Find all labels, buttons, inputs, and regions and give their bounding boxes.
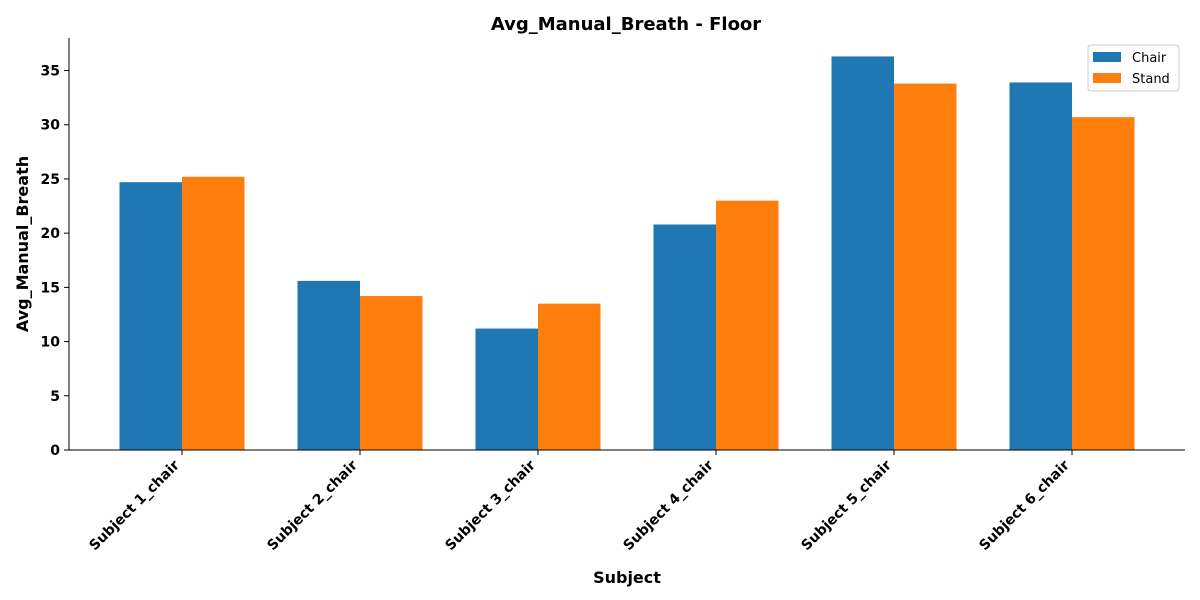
x-axis-label: Subject <box>593 568 661 587</box>
y-tick-label: 15 <box>41 280 60 296</box>
x-axis-ticks: Subject 1_chair Subject 2_chair Subject 3_… <box>86 450 1073 554</box>
bar-stand-3 <box>538 303 601 450</box>
bar-stand-5 <box>894 83 957 451</box>
legend-label-chair: Chair <box>1132 51 1167 66</box>
bar-chair-2 <box>297 280 360 450</box>
bar-chair-3 <box>475 328 538 450</box>
x-tick-label: Subject 2_chair <box>264 457 361 554</box>
y-tick-label: 5 <box>50 389 60 405</box>
bar-stand-1 <box>182 176 245 451</box>
x-tick-label: Subject 5_chair <box>798 457 895 554</box>
x-tick-label: Subject 4_chair <box>620 457 717 554</box>
legend: Chair Stand <box>1087 44 1180 92</box>
y-tick-label: 30 <box>41 118 61 134</box>
legend-label-stand: Stand <box>1132 72 1170 87</box>
y-tick-label: 20 <box>41 226 61 242</box>
x-tick-label: Subject 3_chair <box>442 457 539 554</box>
x-tick-label: Subject 1_chair <box>86 457 183 554</box>
legend-swatch-chair <box>1093 52 1121 62</box>
y-tick-label: 10 <box>41 335 61 351</box>
y-tick-label: 25 <box>41 172 60 188</box>
legend-swatch-stand <box>1093 73 1121 83</box>
bar-chair-5 <box>831 56 894 450</box>
y-tick-label: 0 <box>50 443 60 459</box>
y-axis-ticks: 0 5 10 15 20 25 30 35 <box>41 64 69 459</box>
x-tick-label: Subject 6_chair <box>976 457 1073 554</box>
bar-chair-6 <box>1009 82 1072 450</box>
bar-stand-4 <box>716 200 779 450</box>
bar-chair-4 <box>653 224 716 450</box>
y-axis-label: Avg_Manual_Breath <box>13 156 32 332</box>
bars-group <box>119 56 1135 451</box>
bar-stand-6 <box>1072 117 1135 450</box>
y-tick-label: 35 <box>41 64 60 80</box>
chart-title: Avg_Manual_Breath - Floor <box>491 14 761 35</box>
bar-chair-1 <box>119 182 182 450</box>
bar-stand-2 <box>360 296 423 450</box>
